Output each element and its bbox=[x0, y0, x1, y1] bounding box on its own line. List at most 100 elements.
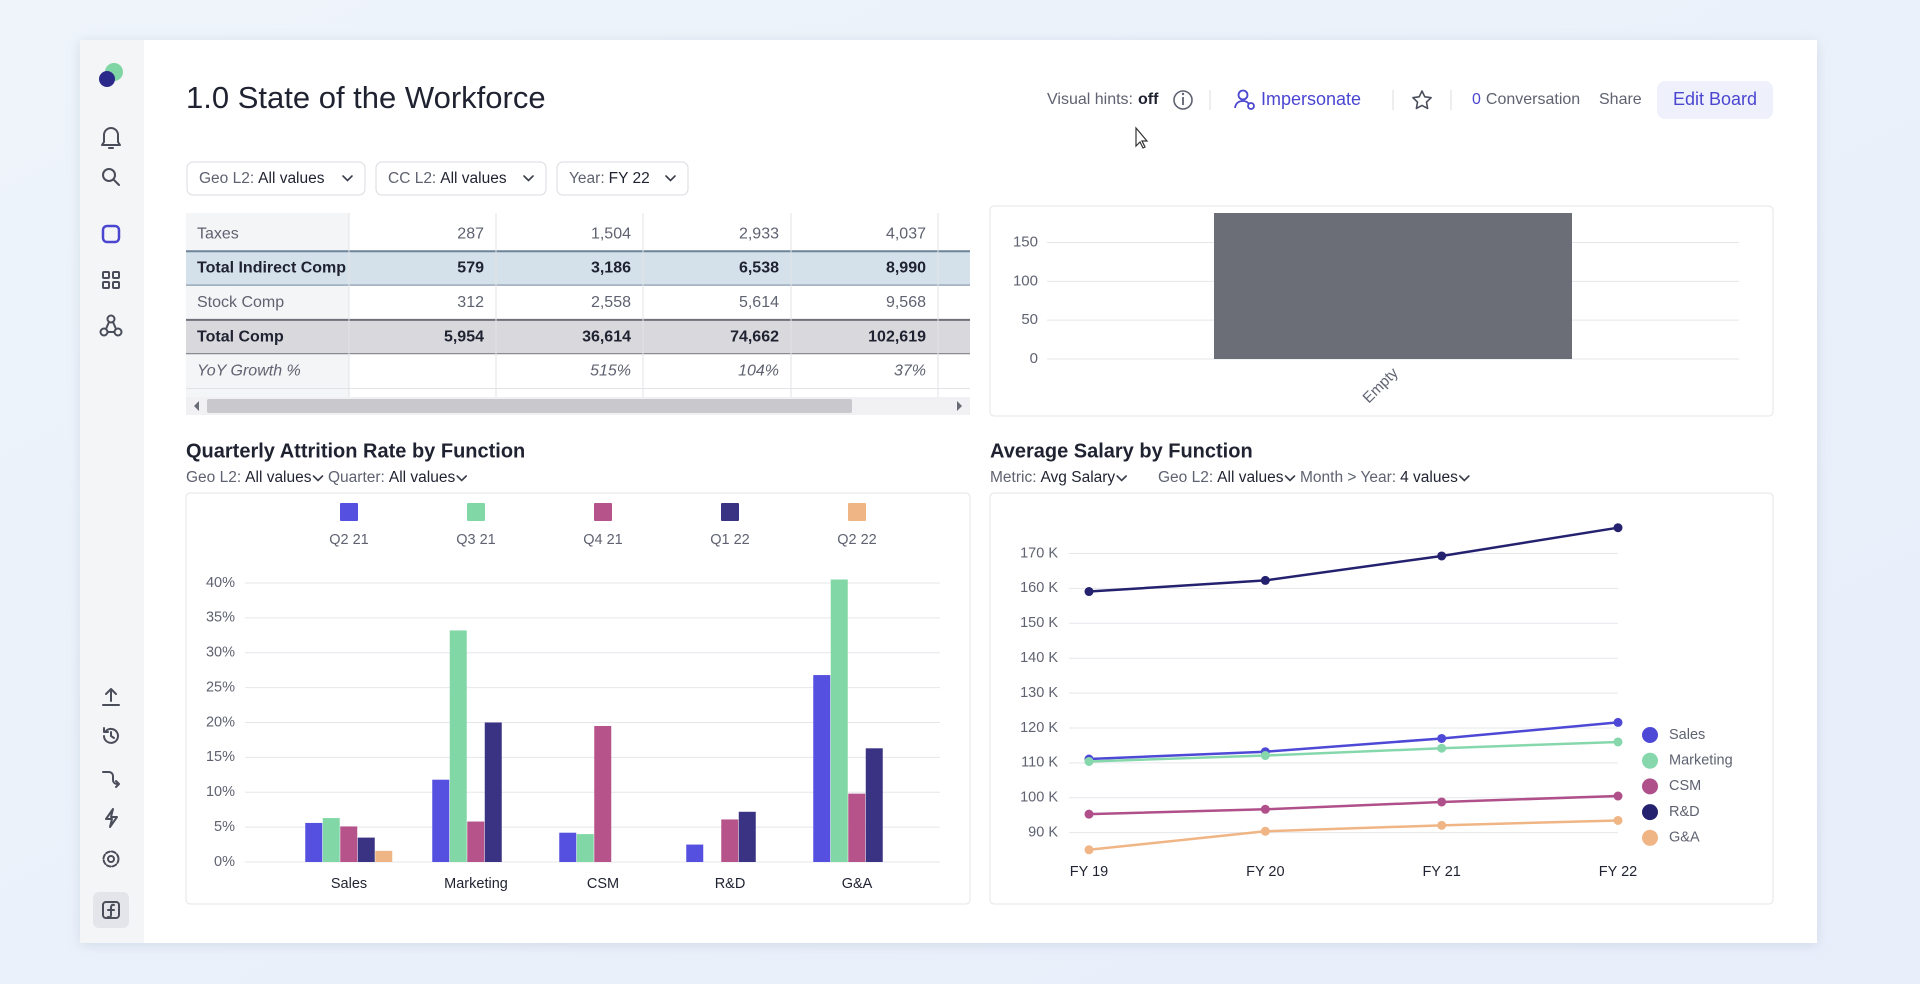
table-cell: 3,186 bbox=[591, 260, 631, 277]
info-icon[interactable] bbox=[1173, 90, 1193, 110]
boards-icon[interactable] bbox=[101, 224, 121, 244]
table-row-label-cell bbox=[186, 217, 349, 252]
y-tick-label: 140 K bbox=[1020, 650, 1058, 666]
chevron bbox=[523, 175, 534, 182]
table-cell: 74,662 bbox=[730, 328, 779, 345]
bar bbox=[305, 822, 323, 862]
table-row bbox=[349, 319, 970, 355]
scroll-right[interactable] bbox=[957, 401, 962, 411]
table-row-label-cell bbox=[186, 319, 349, 355]
legend-swatch[interactable] bbox=[848, 503, 866, 521]
favorite-button[interactable] bbox=[1412, 90, 1432, 110]
scroll-left[interactable] bbox=[194, 401, 199, 411]
legend-swatch[interactable] bbox=[594, 503, 612, 521]
x-tick-label: FY 22 bbox=[1599, 864, 1637, 880]
table-cell: 2,933 bbox=[739, 225, 779, 242]
filter-value: All values bbox=[245, 469, 312, 486]
notifications-icon[interactable] bbox=[101, 127, 121, 149]
filter-text[interactable]: CC L2: All values bbox=[388, 170, 507, 187]
scrollbar-thumb[interactable] bbox=[207, 399, 852, 413]
filter-text[interactable]: Geo L2: All values bbox=[199, 170, 325, 187]
legend-label[interactable]: Marketing bbox=[1669, 753, 1733, 769]
y-tick-label: 120 K bbox=[1020, 720, 1058, 736]
legend-label[interactable]: Q2 22 bbox=[837, 532, 877, 548]
edit-board-button-bg[interactable] bbox=[1657, 81, 1773, 119]
legend-swatch[interactable] bbox=[1642, 778, 1658, 795]
point bbox=[1084, 756, 1094, 766]
legend-label[interactable]: Q4 21 bbox=[583, 532, 623, 548]
chart-filter[interactable]: Geo L2: All values bbox=[186, 469, 312, 486]
table-cell: 4,037 bbox=[886, 225, 926, 242]
routes-icon[interactable] bbox=[102, 771, 120, 788]
legend-swatch[interactable] bbox=[1642, 752, 1658, 769]
point bbox=[1260, 575, 1270, 585]
legend-swatch[interactable] bbox=[721, 503, 739, 521]
legend-swatch[interactable] bbox=[340, 503, 358, 521]
point bbox=[1437, 797, 1447, 807]
y-tick-label: 30% bbox=[206, 645, 235, 661]
upload-icon[interactable] bbox=[102, 688, 120, 706]
legend-swatch[interactable] bbox=[467, 503, 485, 521]
conversation-label: Conversation bbox=[1486, 91, 1580, 108]
x-tick-label: FY 20 bbox=[1246, 864, 1284, 880]
chevron bbox=[1284, 475, 1296, 482]
visual-hints-label: Visual hints: bbox=[1047, 91, 1133, 108]
legend-label[interactable]: CSM bbox=[1669, 778, 1701, 794]
point bbox=[1084, 587, 1094, 597]
filter-label: CC L2: bbox=[388, 170, 436, 187]
point bbox=[1613, 815, 1623, 825]
chevron bbox=[1116, 475, 1127, 482]
point bbox=[1260, 826, 1270, 836]
table-row bbox=[349, 217, 970, 252]
legend-swatch[interactable] bbox=[1642, 804, 1658, 821]
filter-value: All values bbox=[258, 170, 325, 187]
chart-filter[interactable]: Geo L2: All values bbox=[1158, 469, 1284, 486]
edit-board-button[interactable]: Edit Board bbox=[1673, 89, 1757, 109]
share-button[interactable]: Share bbox=[1599, 91, 1642, 108]
legend-label[interactable]: Sales bbox=[1669, 727, 1705, 743]
legend-label[interactable]: R&D bbox=[1669, 804, 1700, 820]
table-cell: 312 bbox=[457, 294, 484, 311]
legend-label[interactable]: G&A bbox=[1669, 830, 1700, 846]
x-tick-label: Marketing bbox=[444, 876, 508, 892]
legend-swatch[interactable] bbox=[1642, 727, 1658, 743]
apps-icon[interactable] bbox=[102, 271, 120, 289]
chart-filter[interactable]: Metric: Avg Salary bbox=[990, 469, 1115, 486]
table-cell: 104% bbox=[738, 363, 779, 380]
legend-label[interactable]: Q2 21 bbox=[329, 532, 369, 548]
point bbox=[1260, 751, 1270, 761]
row-label: Taxes bbox=[197, 225, 239, 242]
y-tick-label: 90 K bbox=[1028, 824, 1058, 840]
point bbox=[1437, 743, 1447, 753]
bar bbox=[594, 725, 612, 862]
line bbox=[1088, 794, 1619, 816]
filter-pill[interactable] bbox=[375, 161, 547, 196]
filter-value: All values bbox=[389, 469, 456, 486]
x-tick-label: Sales bbox=[331, 876, 367, 892]
bar bbox=[686, 844, 704, 862]
formula-icon[interactable] bbox=[102, 901, 120, 919]
filter-pill[interactable] bbox=[186, 161, 366, 196]
table-cell: 102,619 bbox=[868, 328, 926, 345]
chart-filter[interactable]: Quarter: All values bbox=[328, 469, 455, 486]
filter-text[interactable]: Year: FY 22 bbox=[569, 170, 650, 187]
filter-pill[interactable] bbox=[556, 161, 689, 196]
graph-icon[interactable] bbox=[99, 314, 123, 337]
chart-filter[interactable]: Month > Year: 4 values bbox=[1300, 469, 1458, 486]
legend-label[interactable]: Q3 21 bbox=[456, 532, 496, 548]
legend-swatch[interactable] bbox=[1642, 829, 1658, 846]
conversation-button[interactable]: 0 Conversation bbox=[1472, 91, 1580, 108]
history-icon[interactable] bbox=[103, 727, 119, 744]
automation-icon[interactable] bbox=[105, 808, 118, 828]
settings-icon[interactable] bbox=[102, 850, 120, 868]
row-label: Total Indirect Comp bbox=[197, 260, 346, 277]
y-tick-label: 40% bbox=[206, 575, 235, 591]
point bbox=[1613, 523, 1623, 533]
y-tick-label: 5% bbox=[214, 819, 235, 835]
legend-label[interactable]: Q1 22 bbox=[710, 532, 750, 548]
search-icon[interactable] bbox=[102, 168, 120, 186]
logo bbox=[99, 63, 123, 87]
impersonate-button[interactable]: Impersonate bbox=[1261, 89, 1361, 109]
visual-hints[interactable]: Visual hints: off bbox=[1047, 91, 1159, 108]
